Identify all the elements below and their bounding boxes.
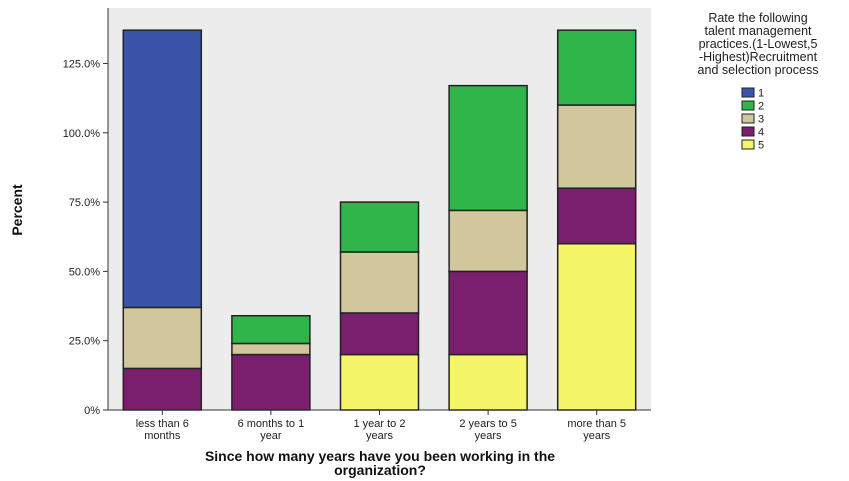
bar-segment-4-rating-2 bbox=[448, 84, 528, 212]
y-tick-label: 75.0% bbox=[69, 197, 100, 209]
x-axis-ticks: less than 6 months 6 months to 1 year 1 year… bbox=[136, 410, 626, 442]
bar-segment-2-rating-3 bbox=[231, 342, 311, 356]
y-axis-title: Percent bbox=[9, 184, 25, 236]
bars-group bbox=[122, 29, 637, 411]
bar-segment-2-rating-4 bbox=[231, 353, 311, 411]
bar-segment-3-rating-3 bbox=[339, 251, 420, 314]
legend-swatch-3 bbox=[741, 113, 755, 124]
y-axis-ticks: 0% 25.0% 50.0% 75.0% 100.0% 125.0% bbox=[63, 58, 108, 417]
x-tick-label: more than 5 years bbox=[567, 418, 626, 442]
legend-swatch-1 bbox=[741, 87, 755, 98]
legend-swatch-5 bbox=[741, 139, 755, 150]
y-tick-label: 50.0% bbox=[69, 266, 100, 278]
bar-segment-4-rating-5 bbox=[448, 353, 528, 411]
legend-label-1: 1 bbox=[758, 88, 764, 100]
bar-segment-3-rating-4 bbox=[339, 312, 420, 356]
bar-segment-4-rating-3 bbox=[448, 209, 528, 273]
bar-segment-1-rating-3 bbox=[122, 306, 203, 370]
bar-segment-3-rating-2 bbox=[339, 201, 420, 253]
x-tick-label: 6 months to 1 year bbox=[238, 418, 305, 442]
y-tick-label: 0% bbox=[84, 405, 100, 417]
x-tick-label: 2 years to 5 years bbox=[459, 418, 516, 442]
bar-segment-2-rating-2 bbox=[231, 314, 311, 345]
bar-segment-1-rating-4 bbox=[122, 367, 203, 411]
x-tick-label: 1 year to 2 years bbox=[354, 418, 406, 442]
x-axis-title: Since how many years have you been worki… bbox=[205, 448, 555, 478]
legend-swatch-4 bbox=[741, 126, 755, 137]
y-tick-label: 100.0% bbox=[63, 128, 101, 140]
bar-segment-4-rating-4 bbox=[448, 270, 528, 356]
bar-segment-5-rating-5 bbox=[556, 242, 637, 411]
bar-segment-3-rating-5 bbox=[339, 353, 420, 411]
x-tick-label: less than 6 months bbox=[136, 418, 189, 442]
legend: Rate the following talent management pract… bbox=[698, 11, 819, 152]
legend-label-4: 4 bbox=[758, 127, 764, 139]
y-tick-label: 25.0% bbox=[69, 336, 100, 348]
legend-swatch-2 bbox=[741, 100, 755, 111]
bar-segment-1-rating-1 bbox=[122, 29, 203, 309]
legend-label-5: 5 bbox=[758, 140, 764, 152]
bar-segment-5-rating-2 bbox=[556, 29, 637, 106]
legend-title: Rate the following talent management pract… bbox=[698, 11, 819, 77]
y-tick-label: 125.0% bbox=[63, 58, 101, 70]
legend-label-2: 2 bbox=[758, 101, 764, 113]
bar-segment-5-rating-4 bbox=[556, 187, 637, 245]
bar-segment-5-rating-3 bbox=[556, 104, 637, 189]
legend-label-3: 3 bbox=[758, 114, 764, 126]
